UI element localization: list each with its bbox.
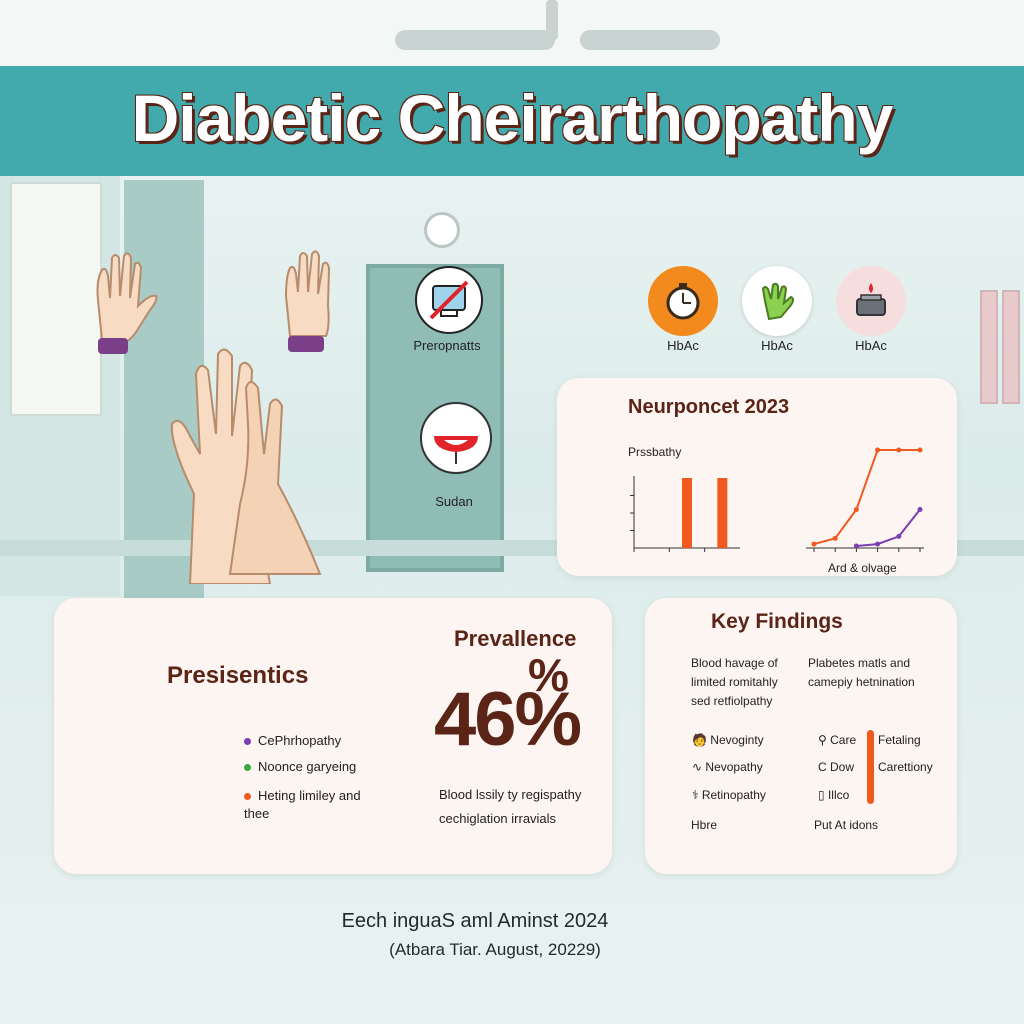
presentation-card [54, 598, 612, 874]
finding-item: ⚕ Retinopathy [692, 788, 766, 802]
findings-footer-right: Put At idons [814, 818, 879, 832]
footer-line-1: Eech inguaS aml Aminst 2024 [341, 910, 609, 932]
wall-clock-icon [424, 212, 460, 248]
wall-poster [10, 182, 102, 416]
title-banner [0, 66, 1024, 176]
prevalence-note: cechiglation irravials [439, 811, 557, 826]
bar-chart [630, 476, 740, 552]
door-frame [124, 180, 204, 600]
page-title: Diabetic Cheirarthopathy [131, 81, 894, 155]
bullet-item: Noonce garyeing [244, 759, 356, 774]
findings-text-line: sed retfiolpathy [691, 694, 773, 708]
finding-item-text: Illco [827, 788, 850, 802]
icon-label-hbac: HbAc [855, 338, 887, 353]
percent-sign: % [528, 649, 569, 701]
bullet-item: Heting limiley and thee [244, 787, 374, 823]
footer-line-2: (Atbara Tiar. August, 20229) [389, 940, 601, 959]
findings-text-line: Plabetes matls and [808, 656, 911, 670]
prevalence-value: 46% [434, 677, 582, 762]
ceiling-fan-blade-left [395, 30, 555, 50]
raised-hand-icon [96, 252, 158, 354]
scale-icon [836, 266, 906, 336]
findings-title: Key Findings [711, 610, 843, 633]
finding-item-text: Nevoginty [710, 733, 764, 747]
pressed-hands-icon [170, 348, 322, 584]
findings-card [645, 598, 957, 874]
chart-left-label: Prssbathy [628, 445, 682, 459]
icon-label-hbac: HbAc [667, 338, 699, 353]
data-point [896, 447, 902, 453]
series-line-1 [813, 449, 920, 546]
finding-item-text: Nevopathy [705, 760, 763, 774]
finding-item-text: Dow [830, 760, 855, 774]
findings-footer-left: Hbre [691, 818, 718, 832]
series-line-2 [856, 508, 921, 547]
bullet-text: Noonce garyeing [258, 759, 357, 774]
wall-panel [980, 290, 998, 404]
finding-item: 🧑 Nevoginty [692, 733, 764, 747]
chart-card [557, 378, 957, 576]
line-chart [806, 447, 924, 552]
findings-text-line: camepiy hetnination [808, 675, 915, 689]
finding-item-text: Care [830, 733, 857, 747]
data-point [875, 541, 881, 547]
bar [717, 478, 728, 548]
bullet-dot [244, 764, 251, 772]
bullet-dot [244, 738, 251, 746]
stopwatch-icon [648, 266, 718, 336]
icon-label-hbac: HbAc [761, 338, 793, 353]
c-letter-icon: C [818, 760, 827, 774]
data-point [917, 507, 923, 513]
raised-hand-icon [284, 250, 331, 352]
red-bulb-icon [420, 402, 492, 474]
data-point [832, 535, 838, 541]
finding-item-text: Fetaling [878, 733, 921, 747]
findings-text-block: Blood havage of limited romitahly sed re… [691, 654, 801, 711]
prevalence-note: Blood lssily ty regispathy [439, 787, 582, 802]
glove-icon [742, 266, 812, 336]
data-point [896, 533, 902, 539]
nerve-icon: ∿ [692, 760, 703, 774]
data-point [917, 447, 923, 453]
findings-text-line: limited romitahly [691, 675, 778, 689]
data-point [811, 541, 817, 547]
wall-panel [1002, 290, 1020, 404]
finding-item: ⚲ Care [818, 733, 856, 747]
device-crossed-icon [415, 266, 483, 334]
finding-item: ∿ Nevopathy [692, 760, 763, 774]
bullet-item: CePhrhopathy [244, 733, 341, 748]
presentation-title: Presisentics [167, 662, 309, 689]
bullet-dot [244, 793, 251, 801]
finding-item: C Dow [818, 760, 854, 774]
finding-item-text: Carettiony [878, 760, 933, 774]
vial-icon: ▯ [818, 788, 825, 802]
accent-bar [867, 730, 874, 804]
data-point [853, 507, 859, 513]
bullet-text: CePhrhopathy [258, 733, 342, 748]
chart-x-label: Ard & olvage [828, 561, 897, 575]
finding-item-text: Retinopathy [701, 788, 766, 802]
prevalence-label: Prevallence [454, 626, 577, 651]
chart-card-title: Neurponcet 2023 [628, 396, 790, 418]
stethoscope-icon: ⚕ [692, 788, 699, 802]
icon-label-preropnatts: Preropnatts [413, 338, 481, 353]
ceiling-fan-rod [546, 0, 558, 40]
data-point [853, 543, 859, 549]
doctor-icon: 🧑 [692, 733, 707, 747]
findings-text-block: Plabetes matls and camepiy hetnination [808, 654, 948, 692]
bar [682, 478, 692, 548]
data-point [875, 447, 881, 453]
finding-item: ▯ Illco [818, 788, 849, 802]
bullet-text: Heting limiley and thee [244, 788, 361, 821]
findings-text-line: Blood havage of [691, 656, 778, 670]
magnifier-icon: ⚲ [818, 733, 827, 747]
ceiling-fan-blade-right [580, 30, 720, 50]
icon-label-sudan: Sudan [435, 494, 473, 509]
